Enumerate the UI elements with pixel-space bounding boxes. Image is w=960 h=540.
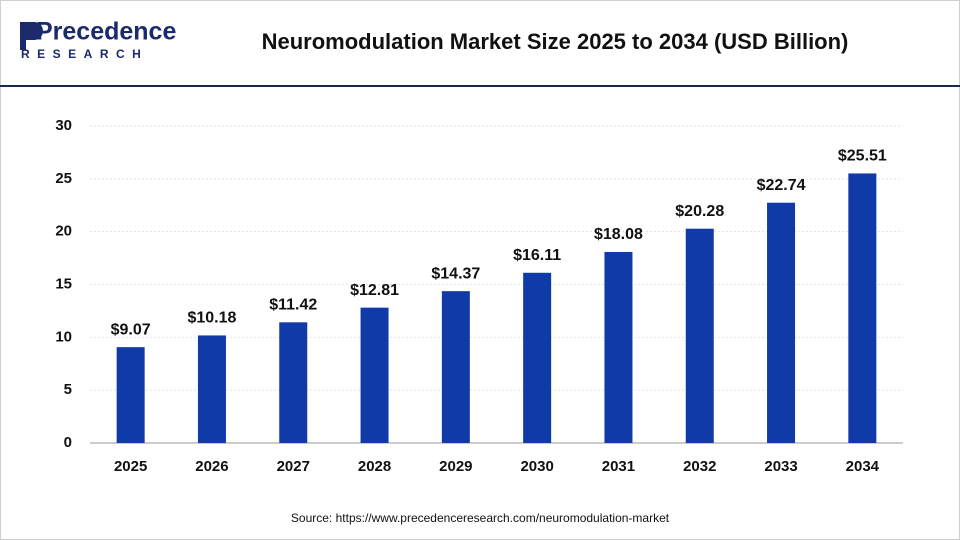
x-tick-label: 2029: [439, 458, 472, 475]
value-label: $16.11: [513, 247, 561, 264]
source: Source: https://www.precedenceresearch.c…: [291, 511, 670, 525]
x-tick-label: 2030: [520, 458, 553, 475]
x-tick-label: 2034: [846, 458, 880, 475]
value-label: $14.37: [431, 265, 480, 282]
value-label: $20.28: [675, 203, 724, 220]
bar: [604, 251, 633, 443]
logo-icon: [20, 22, 43, 50]
bar: [767, 202, 796, 443]
x-tick-label: 2025: [114, 458, 147, 475]
y-tick-label: 25: [55, 170, 72, 187]
bar: [523, 272, 552, 443]
bar: [848, 173, 877, 443]
x-tick-label: 2027: [277, 458, 310, 475]
value-label: $9.07: [111, 321, 151, 338]
x-tick-label: 2026: [195, 458, 228, 475]
bar: [685, 228, 714, 443]
logo-name: Precedence: [36, 18, 176, 46]
value-label: $25.51: [838, 148, 887, 165]
value-label: $10.18: [187, 310, 236, 327]
chart-title: Neuromodulation Market Size 2025 to 2034…: [262, 29, 849, 54]
value-label: $11.42: [269, 297, 317, 314]
value-label: $18.08: [594, 226, 643, 243]
y-tick-label: 5: [64, 381, 72, 398]
value-label: $12.81: [350, 282, 399, 299]
bar: [441, 291, 470, 443]
bar: [360, 307, 389, 443]
bar: [116, 347, 145, 443]
x-tick-label: 2033: [764, 458, 797, 475]
logo-tagline: RESEARCH: [21, 47, 148, 61]
y-tick-label: 10: [55, 328, 72, 345]
y-tick-label: 30: [55, 117, 72, 134]
y-tick-label: 0: [64, 434, 72, 451]
bar: [197, 335, 226, 443]
y-tick-label: 15: [55, 275, 72, 292]
x-tick-label: 2032: [683, 458, 716, 475]
bar: [279, 322, 308, 443]
x-tick-label: 2031: [602, 458, 635, 475]
value-label: $22.74: [757, 177, 806, 194]
x-tick-label: 2028: [358, 458, 391, 475]
logo: Precedence RESEARCH: [20, 18, 176, 61]
y-tick-label: 20: [55, 223, 72, 240]
